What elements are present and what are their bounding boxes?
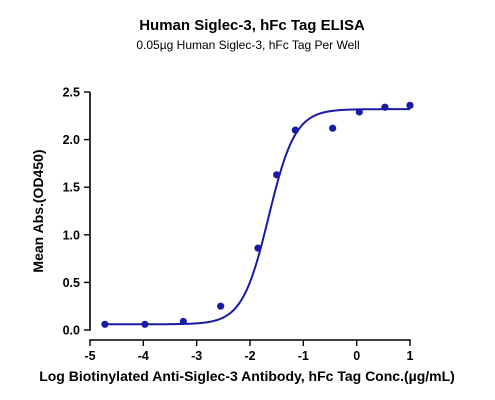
x-tick-label: -2 xyxy=(244,349,255,363)
data-point xyxy=(141,320,149,328)
y-tick-label: 2.0 xyxy=(63,133,80,147)
x-tick-label: 0 xyxy=(353,349,360,363)
data-point xyxy=(329,124,337,132)
data-point xyxy=(179,317,187,326)
chart-subtitle: 0.05µg Human Siglec-3, hFc Tag Per Well xyxy=(136,38,359,52)
data-point xyxy=(381,103,389,111)
y-tick-label: 2.5 xyxy=(63,86,80,100)
x-axis-title: Log Biotinylated Anti-Siglec-3 Antibody,… xyxy=(39,368,455,384)
data-point xyxy=(217,302,225,310)
chart-title: Human Siglec-3, hFc Tag ELISA xyxy=(139,17,365,34)
x-tick-label: 1 xyxy=(407,349,414,363)
y-tick-label: 1.0 xyxy=(63,228,80,242)
data-point xyxy=(355,108,363,116)
data-point xyxy=(291,126,299,134)
x-tick-label: -3 xyxy=(191,349,202,363)
y-tick-label: 0.0 xyxy=(63,324,80,338)
data-point xyxy=(406,101,414,109)
y-tick-label: 0.5 xyxy=(63,276,80,290)
x-tick-label: -1 xyxy=(298,349,309,363)
x-tick-label: -5 xyxy=(84,349,95,363)
data-point xyxy=(101,320,109,328)
y-tick-label: 1.5 xyxy=(63,181,80,195)
data-point xyxy=(273,171,281,179)
fit-curve xyxy=(104,108,410,326)
data-point xyxy=(254,244,262,252)
y-axis-title: Mean Abs.(OD450) xyxy=(30,149,46,272)
x-tick-label: -4 xyxy=(138,349,149,363)
